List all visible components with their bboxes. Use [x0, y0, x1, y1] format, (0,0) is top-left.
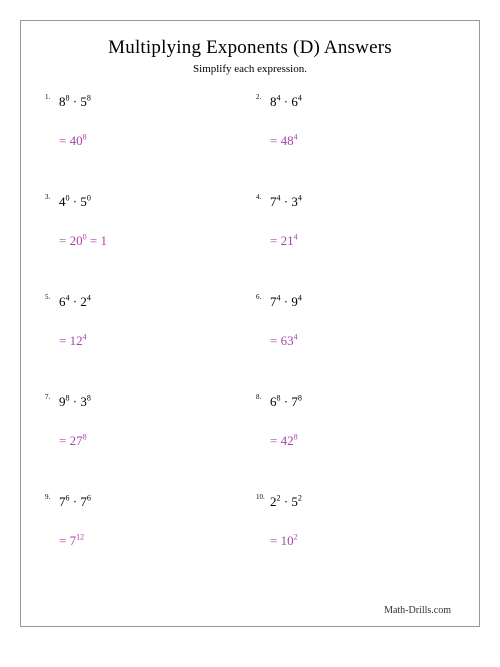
problem-answer: = 214: [270, 233, 298, 249]
problem-number: 6.: [256, 293, 261, 301]
problem: 10.22 · 52= 102: [260, 491, 451, 591]
problem-expression: 74 · 94: [270, 294, 302, 310]
problem-expression: 88 · 58: [59, 94, 91, 110]
problem: 6.74 · 94= 634: [260, 291, 451, 391]
problem: 5.64 · 24= 124: [49, 291, 240, 391]
problem-number: 1.: [45, 93, 50, 101]
problem-answer: = 200 = 1: [59, 233, 107, 249]
problem-number: 8.: [256, 393, 261, 401]
problem-expression: 68 · 78: [270, 394, 302, 410]
problem-expression: 84 · 64: [270, 94, 302, 110]
problem-expression: 98 · 38: [59, 394, 91, 410]
problem-answer: = 278: [59, 433, 87, 449]
problem-number: 3.: [45, 193, 50, 201]
problem: 1.88 · 58= 408: [49, 91, 240, 191]
problem-answer: = 428: [270, 433, 298, 449]
problem-number: 2.: [256, 93, 261, 101]
problem-number: 4.: [256, 193, 261, 201]
problem-number: 5.: [45, 293, 50, 301]
problem-number: 9.: [45, 493, 50, 501]
problem-answer: = 124: [59, 333, 87, 349]
problem-expression: 64 · 24: [59, 294, 91, 310]
problem-answer: = 408: [59, 133, 87, 149]
problem-answer: = 102: [270, 533, 298, 549]
problem-number: 10.: [256, 493, 265, 501]
page-title: Multiplying Exponents (D) Answers: [49, 37, 451, 59]
problem: 4.74 · 34= 214: [260, 191, 451, 291]
worksheet-page: Multiplying Exponents (D) Answers Simpli…: [20, 20, 480, 627]
problem-answer: = 634: [270, 333, 298, 349]
problem: 3.40 · 50= 200 = 1: [49, 191, 240, 291]
problem: 2.84 · 64= 484: [260, 91, 451, 191]
problem-answer: = 712: [59, 533, 84, 549]
problem: 8.68 · 78= 428: [260, 391, 451, 491]
footer-credit: Math-Drills.com: [384, 605, 451, 616]
problem: 9.76 · 76= 712: [49, 491, 240, 591]
problem: 7.98 · 38= 278: [49, 391, 240, 491]
page-subtitle: Simplify each expression.: [49, 63, 451, 75]
problem-answer: = 484: [270, 133, 298, 149]
problem-expression: 76 · 76: [59, 494, 91, 510]
problem-expression: 40 · 50: [59, 194, 91, 210]
problem-grid: 1.88 · 58= 4082.84 · 64= 4843.40 · 50= 2…: [49, 91, 451, 591]
problem-expression: 22 · 52: [270, 494, 302, 510]
problem-expression: 74 · 34: [270, 194, 302, 210]
problem-number: 7.: [45, 393, 50, 401]
